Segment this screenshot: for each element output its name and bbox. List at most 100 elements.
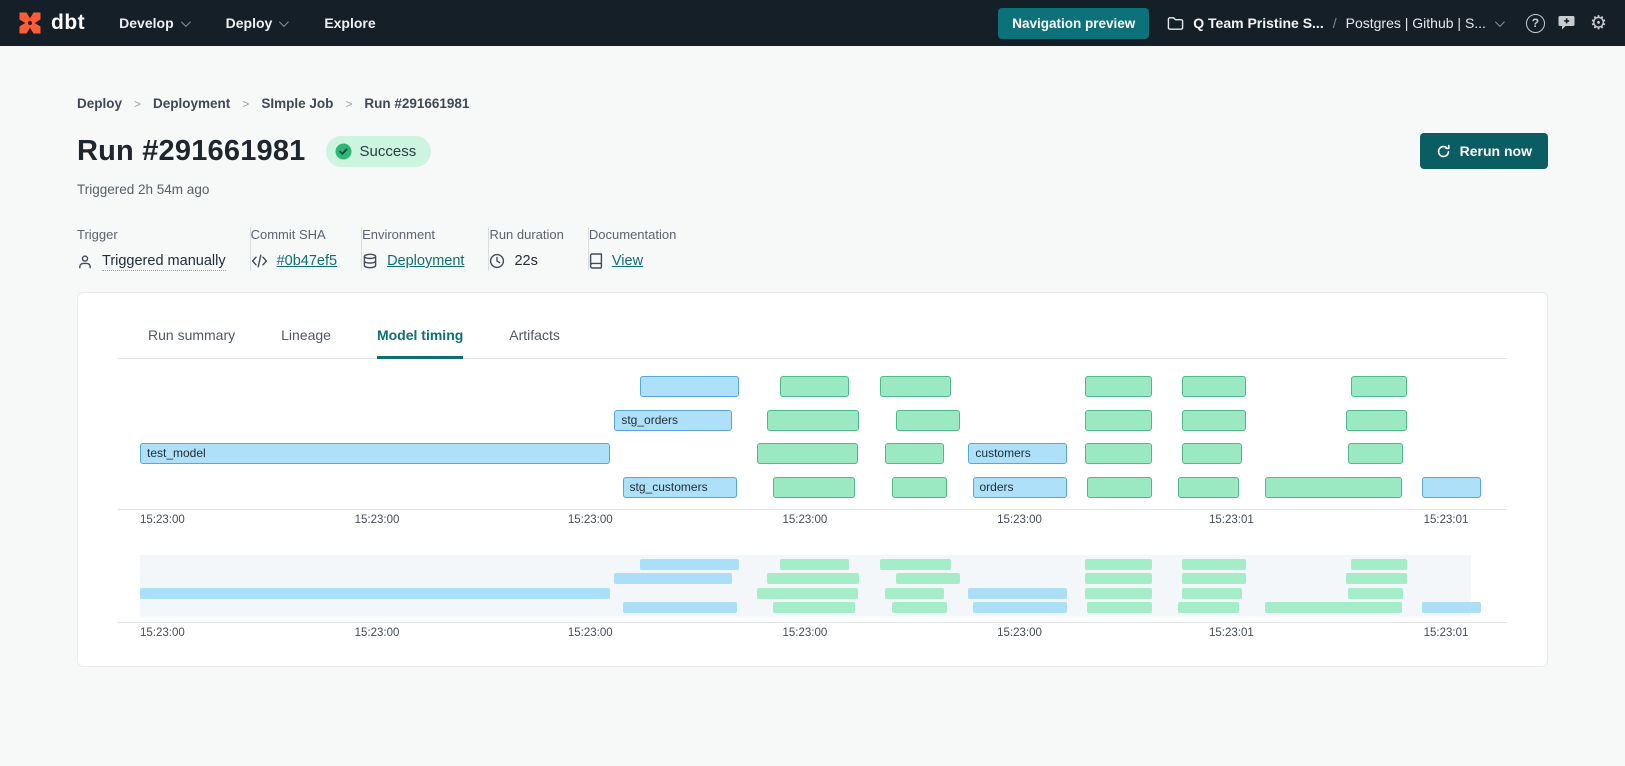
- tab-run-summary[interactable]: Run summary: [148, 327, 236, 343]
- document-icon: [589, 253, 603, 269]
- help-icon[interactable]: ?: [1525, 13, 1545, 33]
- triggered-time: Triggered 2h 54m ago: [77, 182, 210, 197]
- model-bar[interactable]: [756, 443, 858, 464]
- tab-artifacts[interactable]: Artifacts: [509, 327, 560, 343]
- model-bar[interactable]: [779, 376, 850, 397]
- time-tick-label: 15:23:00: [782, 513, 828, 526]
- nav-item-explore[interactable]: Explore: [324, 15, 375, 31]
- model-bar[interactable]: [1351, 376, 1408, 397]
- breadcrumb-separator: >: [345, 96, 353, 111]
- overview-row: [140, 573, 1507, 584]
- breadcrumb-separator: >: [242, 96, 250, 111]
- dbt-logo[interactable]: dbt: [16, 9, 85, 37]
- model-bar-stg_customers[interactable]: stg_customers: [622, 476, 738, 498]
- meta-label: Commit SHA: [250, 227, 326, 242]
- meta-label: Run duration: [489, 227, 564, 242]
- overview-bar: [1084, 558, 1152, 570]
- model-bar[interactable]: [1181, 409, 1246, 431]
- project-selector[interactable]: Q Team Pristine S... / Postgres | Github…: [1167, 15, 1505, 31]
- model-bar[interactable]: [1177, 476, 1240, 498]
- chevron-down-icon: [1494, 16, 1505, 27]
- model-bar[interactable]: [1084, 443, 1152, 464]
- model-bar[interactable]: [1084, 409, 1152, 431]
- page-title: Run #291661981: [77, 134, 306, 167]
- model-bar[interactable]: [767, 409, 860, 431]
- breadcrumb-item-deploy[interactable]: Deploy: [77, 96, 123, 111]
- person-icon: [77, 254, 93, 270]
- breadcrumb: Deploy > Deployment > SImple Job > Run #…: [77, 96, 1548, 111]
- top-nav: dbt Develop Deploy Explore Navigation pr…: [0, 0, 1625, 46]
- meta-label: Documentation: [588, 227, 677, 242]
- model-bar-test_model[interactable]: test_model: [140, 443, 611, 464]
- time-tick-label: 15:23:01: [1208, 513, 1254, 526]
- model-bar[interactable]: [1181, 443, 1242, 464]
- status-badge: Success: [325, 135, 432, 167]
- model-timing-chart: stg_orders test_model customers stg_custome…: [140, 376, 1507, 498]
- navigation-preview-button[interactable]: Navigation preview: [998, 7, 1150, 39]
- meta-label: Environment: [362, 227, 436, 242]
- time-tick-label: 15:23:00: [354, 627, 400, 639]
- environment-link[interactable]: Deployment: [387, 253, 465, 269]
- overview-bar-stg_customers: [622, 602, 738, 613]
- overview-bar: [1177, 602, 1240, 613]
- time-axis: [118, 508, 1507, 510]
- time-axis-labels: 15:23:00 15:23:00 15:23:00 15:23:00 15:23:00…: [140, 514, 1507, 529]
- time-tick-label: 15:23:00: [354, 513, 400, 526]
- clock-icon: [489, 253, 505, 269]
- run-metadata: Trigger Triggered manually Commit SHA: [77, 227, 1548, 271]
- check-circle-icon: [335, 143, 352, 160]
- overview-bar-customers: [968, 587, 1067, 599]
- time-tick-label: 15:23:00: [567, 627, 613, 639]
- model-bar[interactable]: [772, 476, 855, 498]
- overview-bar: [895, 573, 961, 584]
- divider: [249, 227, 251, 271]
- breadcrumb-item-deployment[interactable]: Deployment: [153, 96, 231, 111]
- code-icon: [251, 254, 268, 268]
- model-bar[interactable]: [879, 376, 951, 397]
- model-bar[interactable]: [885, 443, 944, 464]
- model-bar[interactable]: [1087, 476, 1152, 498]
- model-bar[interactable]: [1084, 376, 1152, 397]
- model-bar-orders[interactable]: orders: [972, 476, 1067, 498]
- tab-model-timing[interactable]: Model timing: [376, 327, 464, 359]
- overview-row: [140, 602, 1507, 613]
- timing-overview: 15:23:00 15:23:00 15:23:00 15:23:00 15:23:00…: [118, 554, 1507, 643]
- divider: [587, 227, 589, 271]
- nav-item-develop[interactable]: Develop: [119, 15, 191, 31]
- commit-sha-link[interactable]: #0b47ef5: [276, 253, 338, 269]
- meta-trigger: Trigger Triggered manually: [77, 227, 250, 271]
- feedback-icon[interactable]: [1558, 14, 1577, 32]
- nav-item-deploy[interactable]: Deploy: [226, 15, 290, 31]
- path-separator: /: [1332, 15, 1337, 31]
- overview-bar: [891, 602, 947, 613]
- tab-lineage[interactable]: Lineage: [281, 327, 331, 343]
- model-bar[interactable]: [1345, 409, 1408, 431]
- overview-bar: [640, 558, 739, 570]
- tab-bar: Run summary Lineage Model timing Artifac…: [118, 293, 1507, 359]
- project-name: Q Team Pristine S...: [1193, 15, 1324, 31]
- model-bar[interactable]: [1181, 376, 1246, 397]
- model-bar-stg_orders[interactable]: stg_orders: [614, 409, 732, 431]
- overview-bar: [1181, 558, 1246, 570]
- overview-row: [140, 558, 1507, 570]
- meta-documentation: Documentation View: [589, 227, 700, 271]
- overview-time-axis: [118, 622, 1507, 623]
- trigger-value[interactable]: Triggered manually: [102, 253, 226, 271]
- model-bar[interactable]: [895, 409, 961, 431]
- model-bar[interactable]: [1265, 476, 1402, 498]
- divider: [488, 227, 490, 271]
- model-bar[interactable]: [640, 376, 739, 397]
- breadcrumb-item-run: Run #291661981: [364, 96, 470, 111]
- model-bar[interactable]: [891, 476, 947, 498]
- model-bar[interactable]: [1422, 476, 1481, 498]
- rerun-now-button[interactable]: Rerun now: [1419, 133, 1548, 169]
- time-tick-label: 15:23:00: [567, 513, 613, 526]
- model-bar-customers[interactable]: customers: [968, 443, 1067, 464]
- overview-chart[interactable]: [140, 554, 1507, 617]
- page-body: Deploy > Deployment > SImple Job > Run #…: [0, 96, 1625, 271]
- documentation-view-link[interactable]: View: [611, 253, 644, 269]
- model-bar[interactable]: [1348, 443, 1404, 464]
- run-detail-card: Run summary Lineage Model timing Artifac…: [77, 292, 1548, 667]
- settings-gear-icon[interactable]: ⚙: [1589, 11, 1607, 34]
- breadcrumb-item-job[interactable]: SImple Job: [261, 96, 334, 111]
